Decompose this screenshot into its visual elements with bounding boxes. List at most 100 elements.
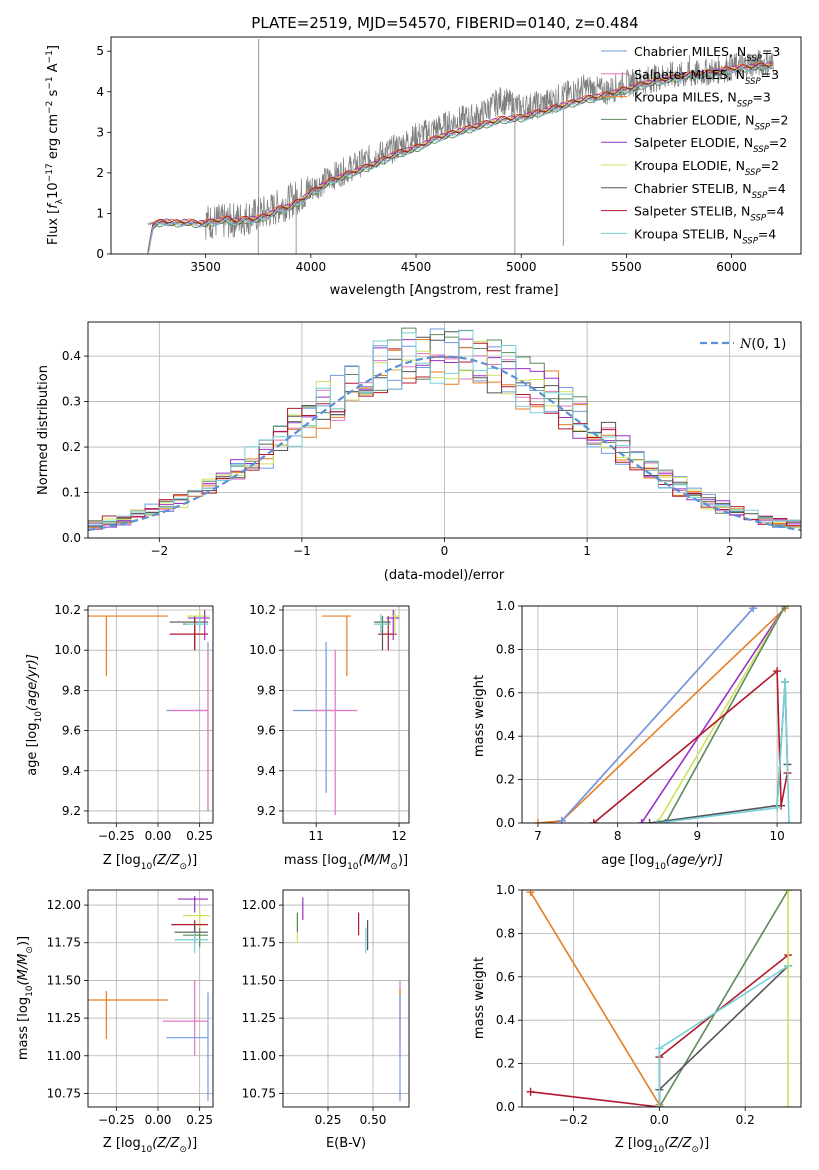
spectrum-xtick-label: 5500 — [611, 260, 642, 274]
weight_vs_Z-line-kroupa_stelib — [658, 965, 789, 1107]
spectrum-legend-label: Chabrier MILES, NSSP=3 — [634, 44, 780, 64]
spectrum-legend-label: Kroupa ELODIE, NSSP=2 — [634, 158, 779, 178]
weight_vs_age-ytick-label: 0.0 — [496, 816, 515, 830]
age_vs_Z-ytick-label: 10.2 — [54, 603, 81, 617]
mass_vs_EBV-ytick-label: 11.00 — [242, 1049, 276, 1063]
residuals-xtick-label: −1 — [293, 544, 311, 558]
age_vs_mass-frame — [282, 605, 410, 824]
weight_vs_age-marker — [637, 819, 646, 823]
spectrum-xlabel: wavelength [Angstrom, rest frame] — [330, 283, 559, 298]
spectrum-axes: 3500 4000 4500 5000 5500 6000 0 1 2 3 4 5 Chabrier M… — [96, 36, 802, 274]
age_vs_Z-frame — [87, 605, 214, 824]
weight_vs_age-marker — [781, 606, 790, 610]
spectrum-legend-label: Kroupa MILES, NSSP=3 — [634, 90, 771, 110]
weight_vs_age-marker — [781, 677, 790, 686]
spectrum-ytick-label: 1 — [96, 206, 104, 220]
residuals-ytick-label: 0.1 — [62, 486, 81, 500]
age_vs_mass-plot-area — [292, 610, 401, 815]
weight-z-xlabel: Z [log10(Z/Z⊙)] — [615, 1136, 709, 1155]
weight_vs_Z-xtick-label: 0.0 — [650, 1113, 669, 1127]
age_vs_Z-ytick-label: 10.0 — [54, 643, 81, 657]
weight_vs_age-ytick-label: 0.2 — [496, 773, 515, 787]
weight_vs_age-xtick-label: 7 — [534, 829, 542, 843]
mass_vs_Z-xtick-label: 0.25 — [186, 1113, 213, 1127]
age_vs_Z-xtick-label: 0.25 — [186, 829, 213, 843]
weight_vs_age-xtick-label: 8 — [614, 829, 622, 843]
mass_vs_EBV-ytick-label: 12.00 — [242, 898, 276, 912]
weight-age-xlabel: age [log10(age/yr)] — [601, 853, 723, 872]
weight_vs_age-line-kroupa_miles — [537, 607, 786, 823]
mass_vs_Z-xtick-label: −0.25 — [98, 1113, 135, 1127]
mass_vs_Z-ytick-label: 11.25 — [47, 1011, 81, 1025]
mass_vs_Z-axes: −0.25 0.00 0.25 10.75 11.00 11.25 11.50 11.75 12… — [47, 889, 214, 1127]
weight_vs_age-marker — [749, 606, 758, 613]
mass_vs_Z-xtick-label: 0.00 — [145, 1113, 172, 1127]
weight_vs_Z-marker — [784, 890, 793, 894]
age_vs_mass-ytick-label: 9.6 — [257, 724, 276, 738]
weight_vs_Z-ytick-label: 0.0 — [496, 1100, 515, 1114]
weight_vs_age-xtick-label: 10 — [769, 829, 784, 843]
weight_vs_Z-plot-area — [526, 890, 793, 1107]
weight_vs_age-marker — [589, 819, 598, 823]
weight_vs_age-line-kroupa_elodie — [656, 606, 786, 823]
mass-ebv-xlabel: E(B-V) — [326, 1136, 366, 1151]
spectrum-plot-area — [147, 39, 774, 254]
residual-hist-kroupa_stelib — [88, 330, 801, 538]
weight_vs_Z-marker — [655, 1103, 664, 1107]
weight_vs_Z-ytick-label: 0.2 — [496, 1057, 515, 1071]
age_vs_mass-ytick-label: 10.2 — [249, 603, 276, 617]
weight_vs_age-marker — [653, 819, 662, 823]
residuals-ylabel: Normed distribution — [36, 365, 51, 495]
spectrum-xtick-label: 4500 — [401, 260, 432, 274]
mass_vs_Z-ytick-label: 11.75 — [47, 936, 81, 950]
spectrum-legend-label: Salpeter MILES, NSSP=3 — [634, 67, 779, 87]
mass_vs_EBV-xtick-label: 0.50 — [360, 1113, 387, 1127]
residual-gaussian-curve — [88, 355, 801, 532]
mass_vs_EBV-ytick-label: 10.75 — [242, 1086, 276, 1100]
age_vs_Z-ytick-label: 9.4 — [62, 764, 81, 778]
mass_vs_EBV-axes: 0.25 0.50 10.75 11.00 11.25 11.50 11.75 12.00 — [242, 889, 410, 1127]
spectrum-legend-label: Chabrier STELIB, NSSP=4 — [634, 181, 786, 201]
residuals-ytick-label: 0.3 — [62, 395, 81, 409]
weight_vs_Z-ytick-label: 0.4 — [496, 1013, 515, 1027]
weight_vs_Z-line-chabrier_elodie — [658, 890, 789, 1107]
weight_vs_age-ytick-label: 0.6 — [496, 686, 515, 700]
spectrum-xtick-label: 6000 — [716, 260, 747, 274]
weight_vs_age-axes: 7 8 9 10 0.0 0.2 0.4 0.6 0.8 1.0 — [496, 599, 802, 843]
weight-z-ylabel: mass weight — [472, 957, 487, 1039]
weight_vs_age-marker — [773, 803, 782, 812]
weight_vs_Z-ytick-label: 0.6 — [496, 970, 515, 984]
residuals-ytick-label: 0.4 — [62, 349, 81, 363]
weight_vs_age-line-kroupa_stelib — [657, 681, 790, 823]
spectrum-model-salpeter_elodie — [147, 62, 773, 252]
residuals-xtick-label: 2 — [726, 544, 734, 558]
mass_vs_Z-ytick-label: 11.00 — [47, 1049, 81, 1063]
age_vs_Z-ytick-label: 9.6 — [62, 724, 81, 738]
weight_vs_Z-line-kroupa_miles — [529, 891, 661, 1106]
mass_vs_Z-plot-area — [88, 896, 210, 1101]
weight_vs_age-marker — [533, 819, 542, 823]
age-z-xlabel: Z [log10(Z/Z⊙)] — [103, 853, 197, 872]
age_vs_mass-axes: 11 12 9.2 9.4 9.6 9.8 10.0 10.2 — [249, 603, 410, 843]
weight_vs_age-ytick-label: 0.8 — [496, 642, 515, 656]
residuals-xtick-label: 1 — [583, 544, 591, 558]
weight_vs_age-marker — [773, 667, 782, 676]
age_vs_mass-ytick-label: 9.4 — [257, 764, 276, 778]
age_vs_Z-ytick-label: 9.8 — [62, 683, 81, 697]
age-mass-xlabel: mass [log10(M/M⊙)] — [284, 853, 408, 872]
weight_vs_age-line-salpeter_elodie — [640, 606, 786, 823]
spectrum-ytick-label: 3 — [96, 125, 104, 139]
mass_vs_EBV-ytick-label: 11.75 — [242, 936, 276, 950]
spectrum-ylabel: Flux [fλ10−17 erg cm−2 s−1 A−1] — [45, 45, 65, 245]
mass_vs_Z-ytick-label: 12.00 — [47, 898, 81, 912]
weight_vs_age-marker — [557, 816, 566, 823]
age_vs_Z-ytick-label: 9.2 — [62, 804, 81, 818]
spectrum-legend-label: Kroupa STELIB, NSSP=4 — [634, 226, 776, 246]
spectrum-model-salpeter_stelib — [147, 62, 773, 254]
residuals-axes: −2 −1 0 1 2 0.0 0.1 0.2 0.3 0.4 N(0, 1) — [62, 321, 802, 558]
age_vs_mass-ytick-label: 9.8 — [257, 683, 276, 697]
spectrum-frame — [110, 36, 802, 255]
weight_vs_Z-xtick-label: 0.2 — [736, 1113, 755, 1127]
weight_vs_Z-marker — [526, 1087, 535, 1096]
age_vs_mass-xtick-label: 11 — [309, 829, 324, 843]
